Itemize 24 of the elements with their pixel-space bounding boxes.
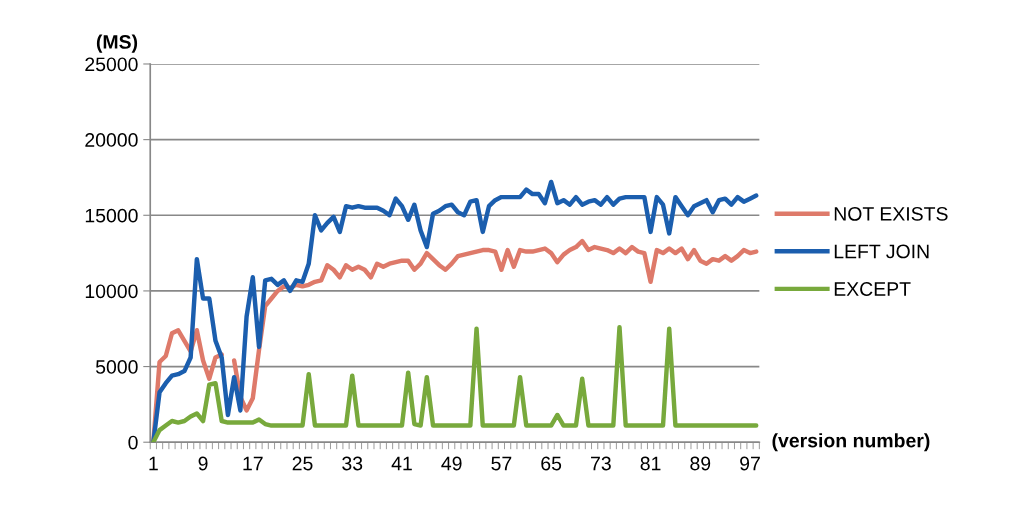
y-tick-label: 20000 (85, 133, 138, 147)
legend-label: EXCEPT (834, 282, 911, 296)
legend-label: NOT EXISTS (834, 206, 948, 221)
x-tick-label: 57 (491, 456, 512, 471)
x-tick-label: 1 (149, 456, 158, 471)
y-tick-label: 15000 (85, 208, 138, 223)
x-tick-label: 89 (690, 456, 711, 471)
x-tick-label: 65 (541, 456, 562, 471)
y-tick-label: 25000 (85, 57, 138, 72)
x-tick-label: 17 (243, 456, 263, 471)
x-tick-label: 25 (292, 456, 313, 471)
y-tick-label: 5000 (95, 360, 138, 374)
y-tick-label: 0 (128, 435, 138, 450)
x-tick-label: 81 (640, 456, 661, 471)
x-tick-label: 97 (740, 456, 760, 471)
x-tick-label: 33 (342, 456, 363, 471)
y-tick-label: 10000 (85, 284, 138, 299)
legend-label: LEFT JOIN (834, 244, 929, 259)
x-tick-label: 73 (591, 456, 611, 471)
y-axis-title: (MS) (96, 34, 138, 53)
x-tick-label: 9 (198, 456, 208, 471)
x-tick-label: 41 (391, 456, 412, 471)
x-tick-label: 49 (441, 456, 462, 471)
x-axis-title: (version number) (772, 433, 930, 452)
